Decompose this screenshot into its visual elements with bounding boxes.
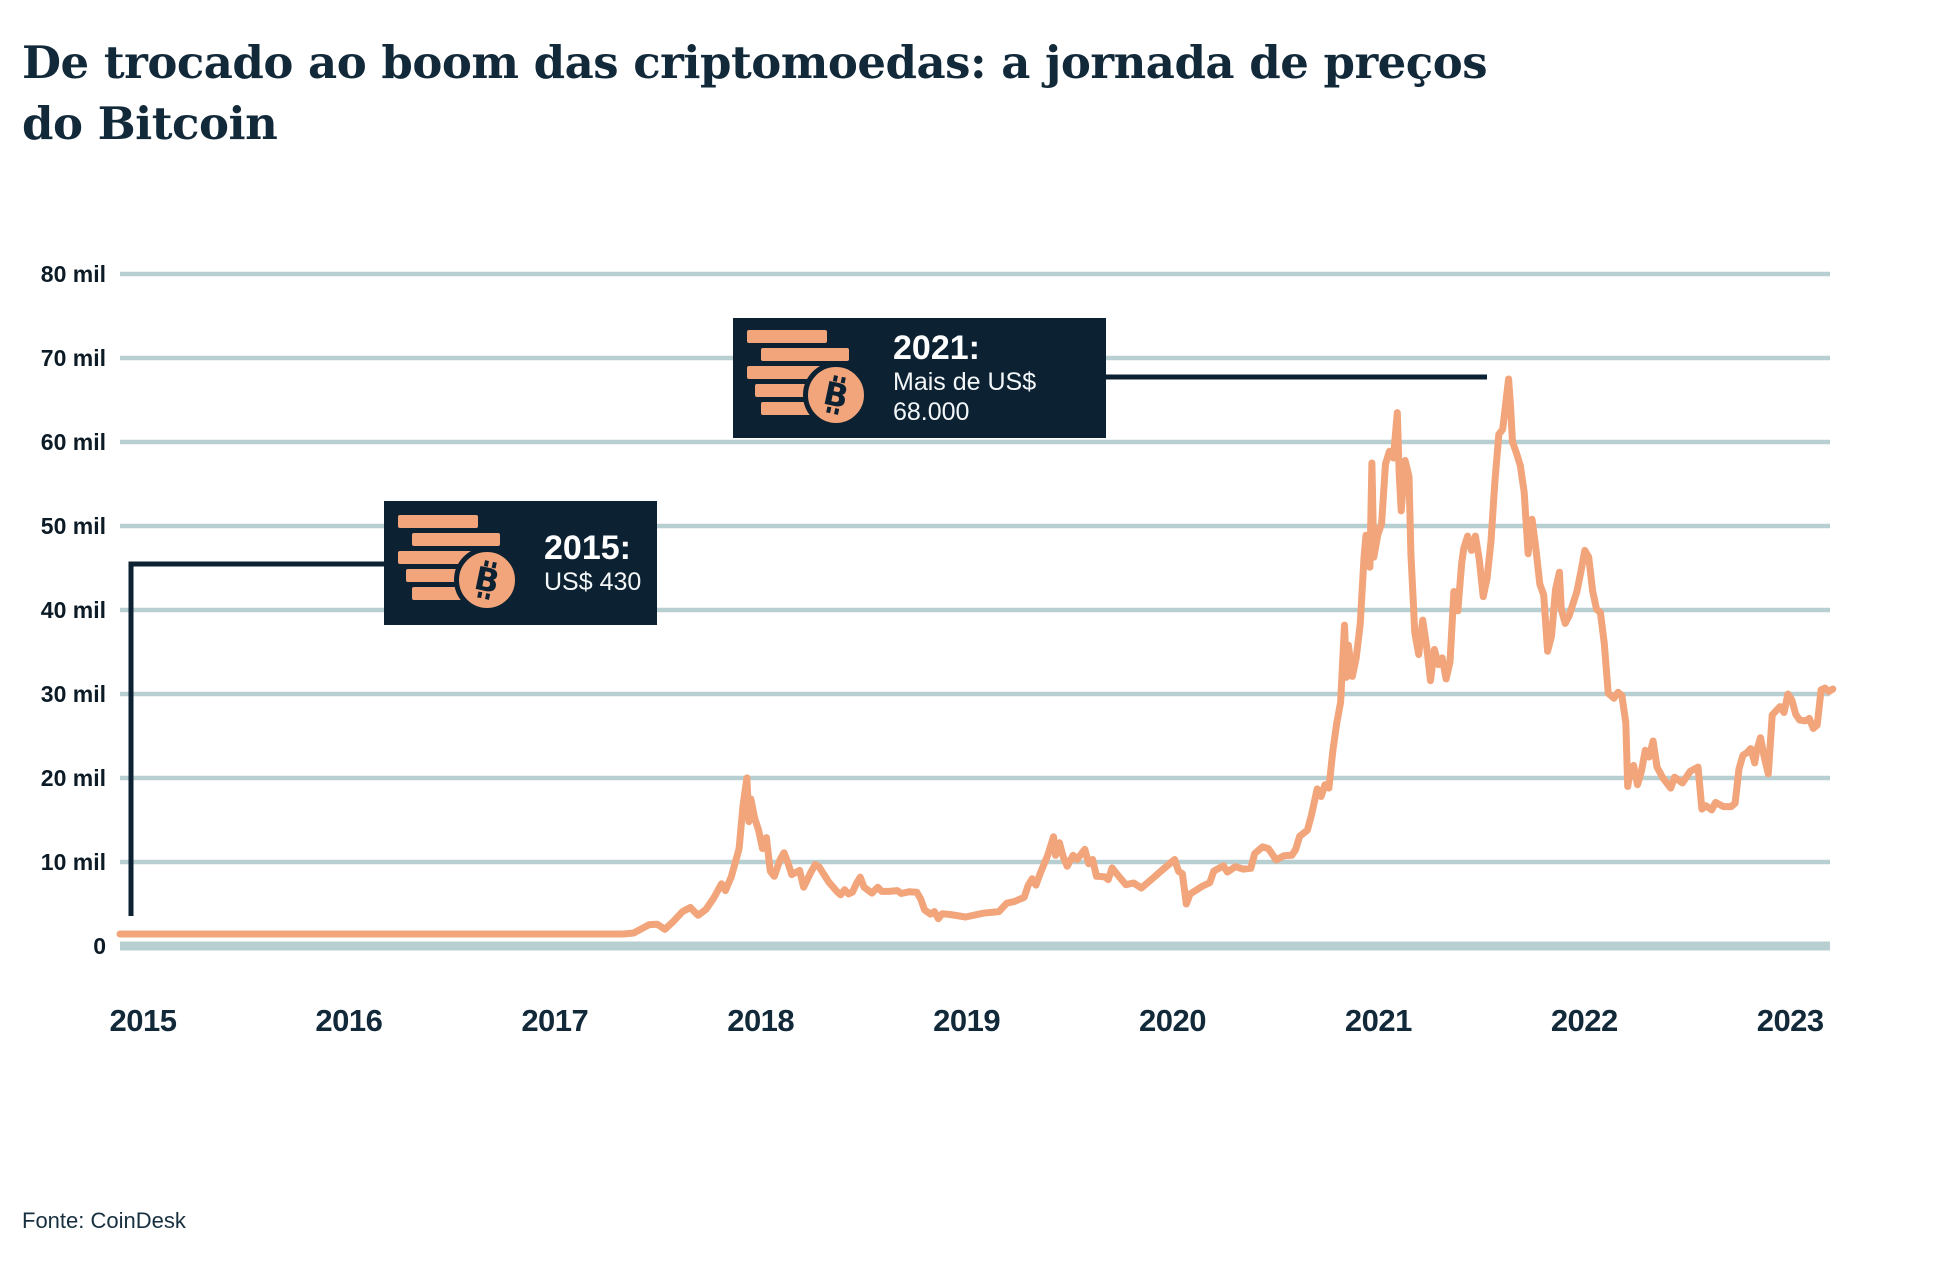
- x-tick-label: 2023: [1756, 1003, 1824, 1038]
- annotation-2015-year: 2015:: [544, 529, 631, 567]
- x-tick-label: 2018: [727, 1003, 795, 1038]
- annotation-2021-value: Mais de US$: [893, 368, 1037, 396]
- y-tick-label: 10 mil: [40, 849, 106, 875]
- y-tick-label: 50 mil: [40, 513, 106, 539]
- svg-text:B: B: [820, 374, 852, 416]
- y-tick-label: 40 mil: [40, 597, 106, 623]
- annotation-2021-year: 2021:: [893, 329, 980, 367]
- y-tick-label: 70 mil: [40, 345, 106, 371]
- y-tick-label: 20 mil: [40, 765, 106, 791]
- x-tick-label: 2020: [1139, 1003, 1206, 1038]
- x-tick-label: 2021: [1344, 1003, 1412, 1038]
- price-line: [116, 375, 1837, 938]
- annotation-2015: B 2015: US$ 430: [384, 501, 657, 625]
- annotation-2021-value-2: 68.000: [893, 398, 970, 426]
- y-tick-label: 30 mil: [40, 681, 106, 707]
- bitcoin-coin-icon: B: [454, 547, 520, 613]
- annotation-2015-value: US$ 430: [544, 568, 642, 596]
- x-tick-label: 2019: [933, 1003, 1001, 1038]
- bitcoin-symbol-icon: B: [820, 374, 852, 416]
- bitcoin-coin-icon: B: [803, 362, 869, 428]
- x-tick-label: 2017: [521, 1003, 589, 1038]
- page-title: De trocado ao boom das criptomoedas: a j…: [22, 36, 1488, 151]
- svg-text:B: B: [471, 559, 503, 601]
- y-tick-label: 0: [93, 933, 106, 959]
- x-tick-label: 2022: [1550, 1003, 1618, 1038]
- source-note: Fonte: CoinDesk: [22, 1208, 186, 1233]
- bitcoin-coins-icon: B: [398, 515, 534, 613]
- x-tick-label: 2015: [109, 1003, 177, 1038]
- bitcoin-coins-icon: B: [747, 330, 883, 428]
- y-tick-label: 60 mil: [40, 429, 106, 455]
- bitcoin-symbol-icon: B: [471, 559, 503, 601]
- annotation-2021: B 2021: Mais de US$ 68.000: [733, 318, 1106, 438]
- annotation-2015-connector: [128, 561, 384, 916]
- y-tick-label: 80 mil: [40, 261, 106, 287]
- x-tick-label: 2016: [315, 1003, 383, 1038]
